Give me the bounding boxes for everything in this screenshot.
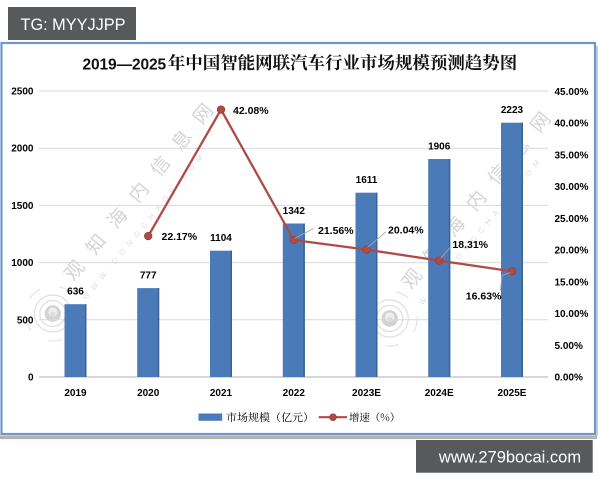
svg-text:1000: 1000 — [11, 258, 34, 269]
svg-text:2025E: 2025E — [498, 388, 527, 399]
svg-text:2022: 2022 — [283, 388, 306, 399]
svg-text:636: 636 — [67, 287, 84, 298]
svg-text:30.00%: 30.00% — [555, 182, 589, 193]
svg-text:1500: 1500 — [11, 201, 34, 212]
svg-text:1104: 1104 — [210, 233, 232, 244]
svg-text:www.279bocai.com: www.279bocai.com — [438, 449, 581, 467]
svg-text:2000: 2000 — [11, 144, 34, 155]
svg-text:0: 0 — [28, 373, 34, 384]
svg-text:20.04%: 20.04% — [388, 225, 424, 237]
svg-text:16.63%: 16.63% — [466, 291, 502, 303]
svg-text:TG: MYYJJPP: TG: MYYJJPP — [21, 16, 126, 34]
svg-text:18.31%: 18.31% — [452, 239, 488, 251]
svg-text:2500: 2500 — [11, 87, 34, 98]
svg-text:45.00%: 45.00% — [555, 87, 589, 98]
svg-text:1906: 1906 — [428, 142, 451, 153]
svg-text:20.00%: 20.00% — [555, 246, 589, 257]
svg-text:1611: 1611 — [356, 175, 378, 186]
svg-text:2020: 2020 — [137, 388, 160, 399]
svg-text:10.00%: 10.00% — [555, 309, 589, 320]
svg-text:0.00%: 0.00% — [555, 373, 583, 384]
svg-text:5.00%: 5.00% — [555, 341, 583, 352]
svg-text:22.17%: 22.17% — [162, 231, 198, 243]
svg-text:25.00%: 25.00% — [555, 214, 589, 225]
svg-text:2223: 2223 — [501, 105, 524, 116]
svg-text:21.56%: 21.56% — [318, 225, 354, 237]
svg-text:40.00%: 40.00% — [555, 119, 589, 130]
svg-text:35.00%: 35.00% — [555, 150, 589, 161]
svg-text:777: 777 — [140, 271, 157, 282]
svg-text:1342: 1342 — [283, 206, 306, 217]
svg-text:2021: 2021 — [210, 388, 233, 399]
svg-text:2023E: 2023E — [352, 388, 381, 399]
svg-text:2019—2025: 2019—2025 — [83, 56, 167, 73]
svg-text:500: 500 — [17, 315, 34, 326]
svg-text:2019: 2019 — [64, 388, 87, 399]
svg-text:15.00%: 15.00% — [555, 277, 589, 288]
svg-text:2024E: 2024E — [425, 388, 454, 399]
svg-text:42.08%: 42.08% — [233, 105, 269, 117]
